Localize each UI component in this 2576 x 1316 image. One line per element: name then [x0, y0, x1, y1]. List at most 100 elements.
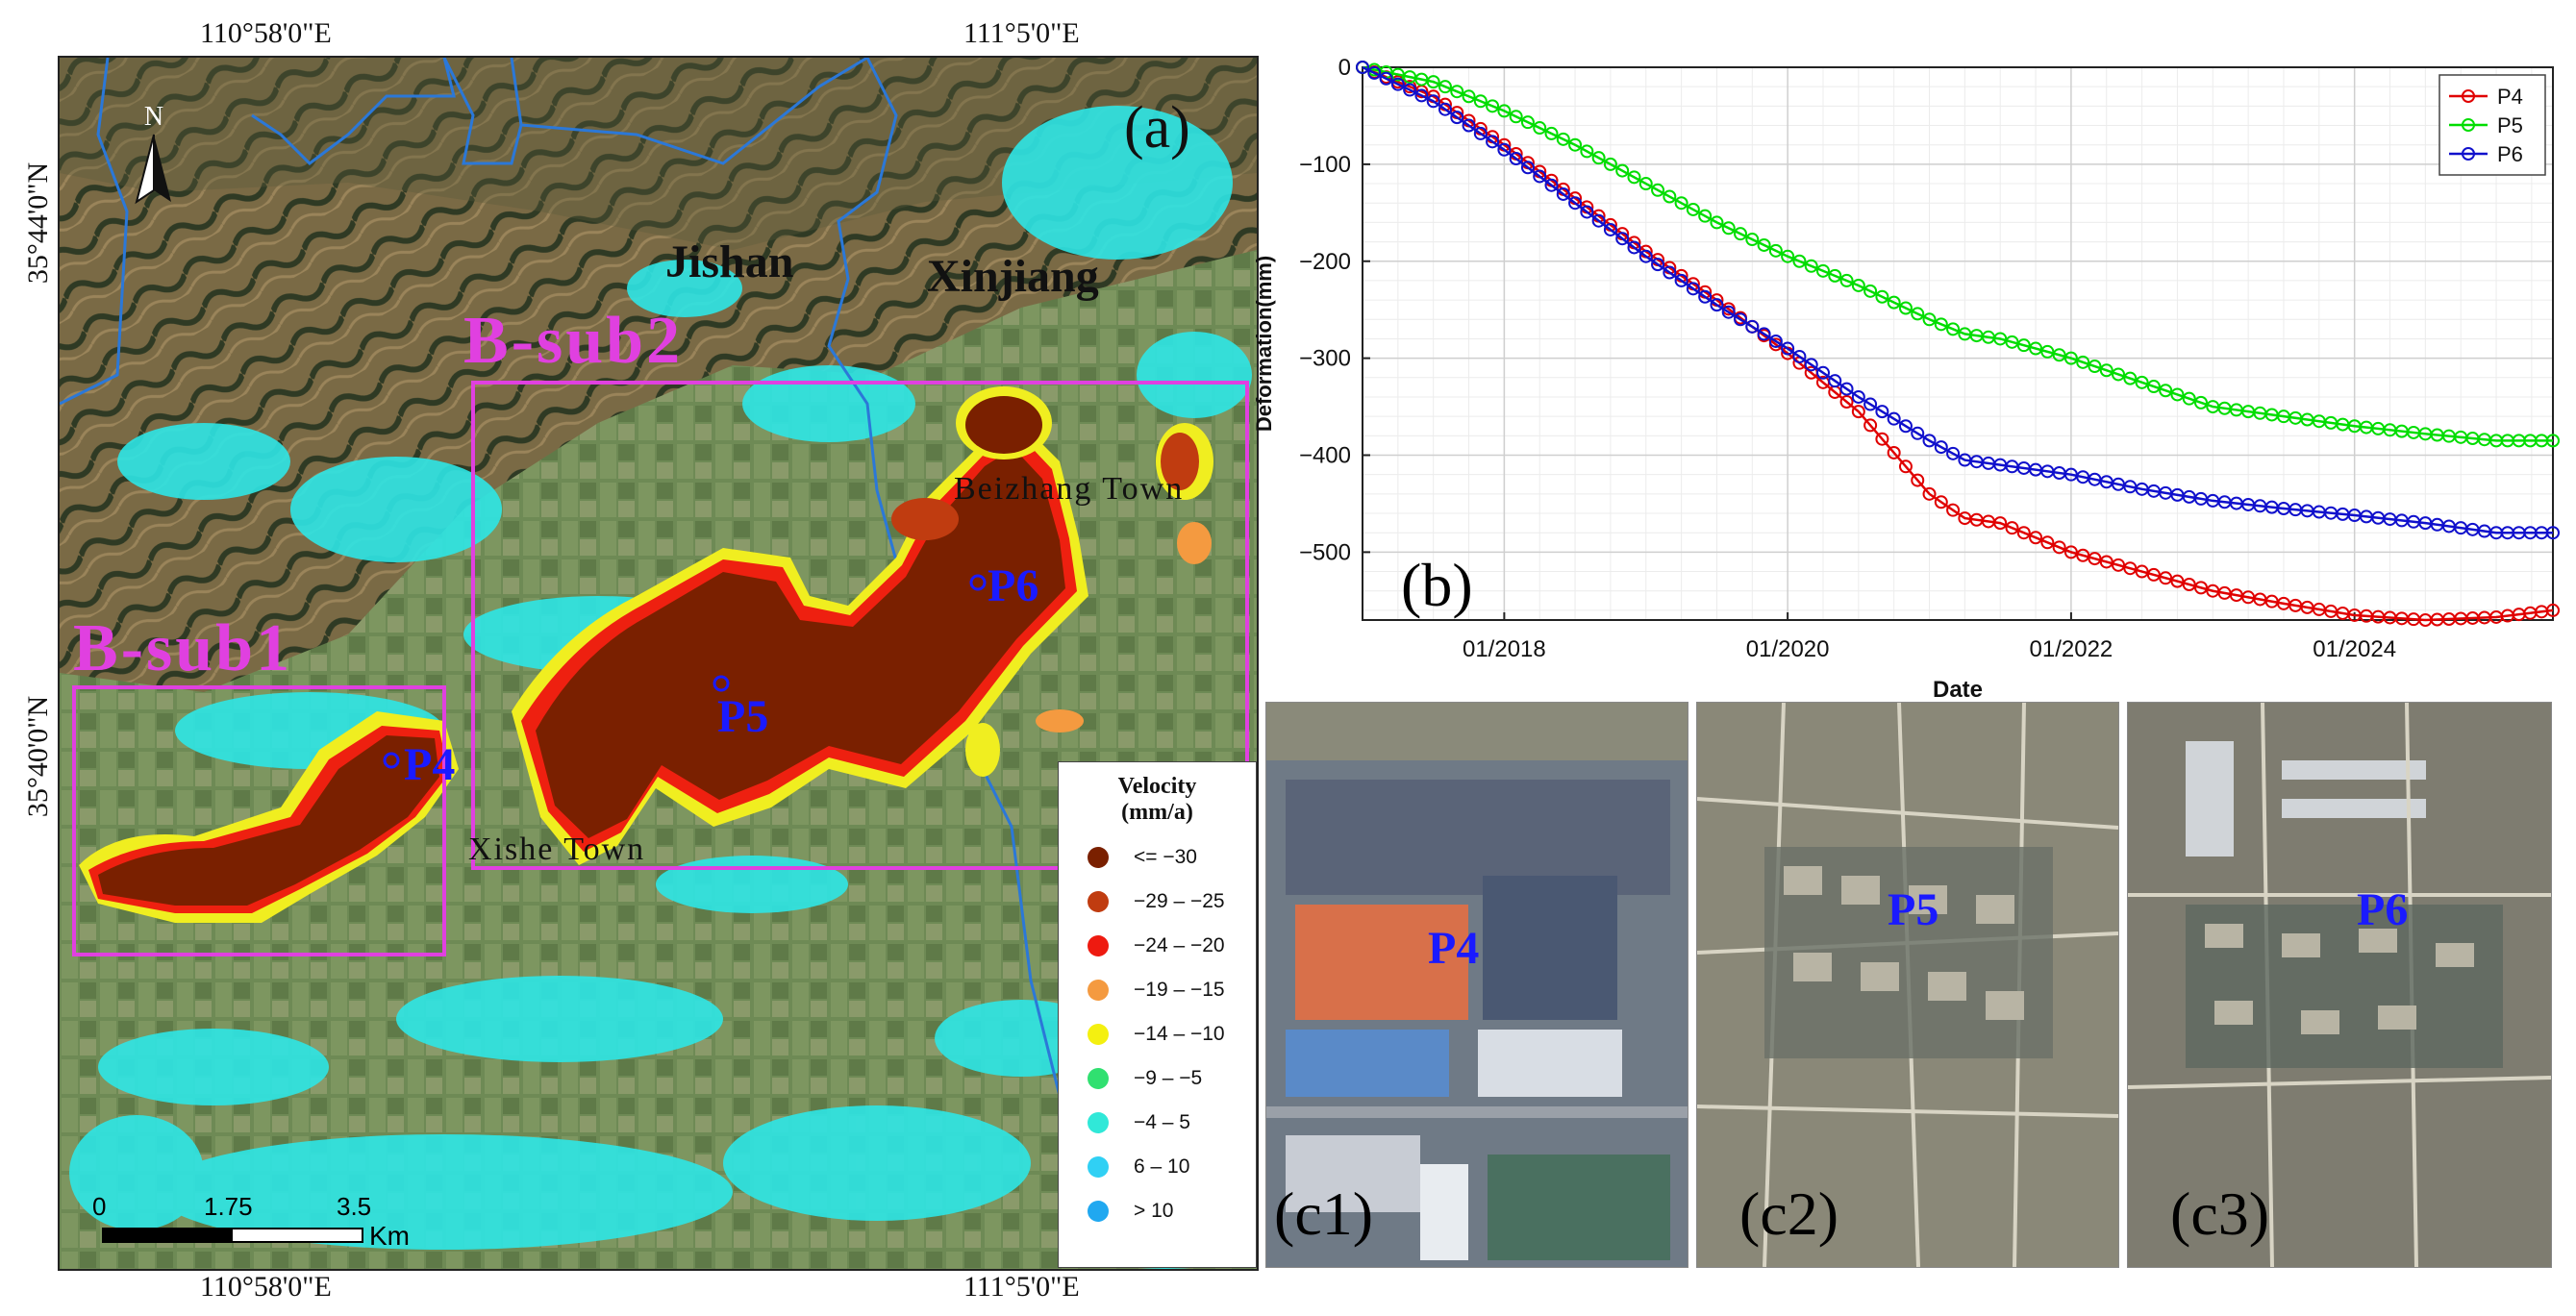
data-point-p5: [1710, 215, 1724, 230]
series-line-p6: [1362, 65, 2553, 534]
data-point-p5: [2088, 360, 2102, 374]
data-point-p5: [1663, 189, 1677, 204]
y-tick-label: −200: [1299, 249, 1351, 275]
data-point-p4: [1851, 405, 1865, 419]
data-point-p4: [2135, 564, 2149, 579]
legend-label-p5: P5: [2497, 113, 2523, 137]
p5-label: P5: [717, 691, 769, 742]
photo-c3-image: [2128, 703, 2551, 1267]
legend-label: −19 – −15: [1134, 979, 1225, 1001]
data-point-p5: [1426, 75, 1440, 89]
data-point-p6: [1497, 142, 1512, 157]
data-point-p6: [1745, 319, 1760, 334]
data-point-p4: [2170, 574, 2185, 588]
data-point-p6: [1698, 289, 1713, 304]
data-point-p5: [2016, 338, 2031, 353]
legend-marker-p4: [2462, 89, 2475, 103]
p4-marker: [383, 752, 400, 769]
data-point-p6: [1615, 232, 1630, 246]
data-point-p5: [1768, 243, 1783, 258]
data-point-p5: [1544, 126, 1559, 140]
data-point-p4: [2005, 521, 2019, 535]
legend-label: −14 – −10: [1134, 1023, 1225, 1045]
data-point-p6: [1781, 341, 1795, 356]
data-point-p5: [1993, 332, 2008, 346]
legend-item: −29 – −25: [1059, 880, 1256, 924]
legend-item: > 10: [1059, 1189, 1256, 1233]
data-point-p6: [1450, 111, 1464, 125]
x-tick-label: 01/2020: [1746, 636, 1830, 662]
legend-title: Velocity: [1117, 774, 1197, 799]
legend-swatch: [1088, 1156, 1109, 1178]
photo-c2-image: [1697, 703, 2118, 1267]
photo-c3-label: (c3): [2170, 1179, 2270, 1248]
panel-b-label: (b): [1401, 551, 1473, 619]
legend-swatch: [1088, 1201, 1109, 1222]
data-point-p6: [1556, 186, 1570, 201]
legend-label: −9 – −5: [1134, 1067, 1203, 1089]
data-point-p5: [2076, 355, 2090, 369]
subsidence-zone-west: [79, 711, 459, 923]
y-axis-title: Deformation(mm): [1252, 256, 1276, 432]
data-point-p5: [1556, 132, 1570, 146]
data-point-p6: [1851, 389, 1865, 404]
data-point-p6: [1663, 265, 1677, 280]
data-point-p5: [1745, 233, 1760, 247]
data-point-p5: [1638, 177, 1653, 191]
data-point-p6: [1828, 374, 1842, 388]
data-point-p6: [1651, 258, 1665, 272]
data-point-p4: [2063, 545, 2078, 559]
data-point-p6: [1390, 77, 1405, 91]
data-point-p6: [1379, 71, 1393, 86]
data-point-p4: [2146, 567, 2161, 582]
deformation-chart: 01/2018 01/2020 01/2022 01/2024 0 −100 −200 −30…: [1245, 38, 2576, 703]
data-point-p6: [1356, 61, 1369, 74]
data-point-p5: [1591, 151, 1606, 165]
y-tick-label: −300: [1299, 346, 1351, 372]
data-point-p5: [1922, 312, 1937, 327]
data-point-p6: [1462, 118, 1476, 133]
place-xishe: Xishe Town: [468, 832, 646, 867]
data-point-p6: [1721, 305, 1736, 319]
data-point-p4: [1898, 459, 1913, 474]
data-point-p5: [1911, 307, 1925, 321]
data-point-p5: [1828, 268, 1842, 283]
data-point-p5: [1698, 209, 1713, 223]
data-point-p6: [1486, 135, 1500, 149]
data-point-p5: [1674, 196, 1688, 211]
data-point-p6: [1946, 446, 1961, 460]
data-point-p6: [1520, 161, 1535, 175]
legend-item: −24 – −20: [1059, 924, 1256, 968]
chart-canvas: 01/2018 01/2020 01/2022 01/2024 0 −100 −200 −30…: [1252, 55, 2560, 703]
data-point-p5: [1568, 137, 1583, 152]
photo-c1-point: P4: [1428, 923, 1480, 974]
data-point-p5: [1686, 202, 1700, 216]
data-point-p6: [1922, 434, 1937, 448]
data-point-p6: [1686, 282, 1700, 296]
data-point-p5: [1509, 110, 1523, 124]
p6-label: P6: [988, 560, 1039, 611]
data-point-p4: [2088, 552, 2102, 566]
data-point-p4: [2016, 526, 2031, 540]
data-point-p5: [1815, 263, 1830, 278]
data-point-p5: [1580, 144, 1594, 159]
legend-label: > 10: [1134, 1200, 1174, 1222]
scale-tick-0: 0: [92, 1192, 107, 1221]
lat-label-upper: 35°44'0"N: [22, 161, 54, 285]
scale-unit: Km: [369, 1221, 410, 1251]
subsidence-zone-central: [512, 386, 1213, 865]
lon-label-bottom-right: 111°5'0"E: [963, 1271, 1080, 1303]
legend-item: −9 – −5: [1059, 1056, 1256, 1101]
y-tick-label: −400: [1299, 443, 1351, 469]
data-point-p6: [1875, 405, 1889, 419]
data-point-p4: [1863, 418, 1878, 433]
data-point-p5: [1804, 259, 1818, 273]
x-axis-title: Date: [1933, 677, 1983, 702]
data-point-p6: [1815, 365, 1830, 380]
data-point-p5: [1462, 89, 1476, 104]
legend-marker-p6: [2462, 147, 2475, 161]
data-point-p5: [2170, 387, 2185, 402]
data-point-p5: [1757, 237, 1771, 252]
legend-swatch: [1088, 935, 1109, 956]
data-point-p6: [1533, 169, 1547, 184]
